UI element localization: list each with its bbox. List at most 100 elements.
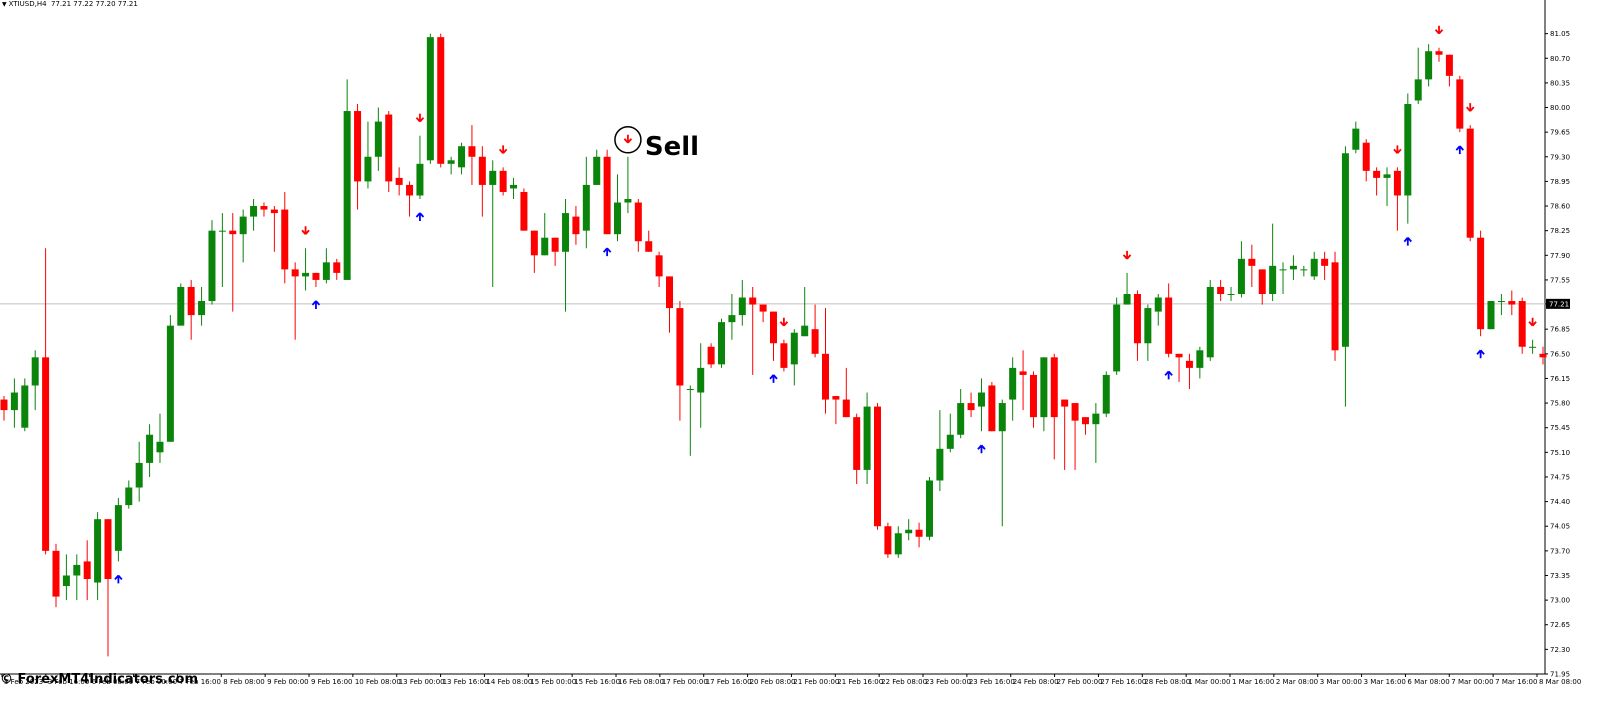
x-tick-label: 23 Feb 00:00 <box>925 678 971 686</box>
bear-candle <box>1019 371 1027 375</box>
bull-candle <box>863 406 871 470</box>
bear-candle <box>406 184 414 196</box>
x-tick-label: 20 Feb 08:00 <box>750 678 796 686</box>
sell-arrow-icon <box>415 113 425 123</box>
buy-arrow-icon <box>1455 145 1464 155</box>
bear-candle <box>884 526 892 555</box>
bull-candle <box>1341 153 1349 347</box>
bull-candle <box>1237 258 1245 294</box>
sell-arrow-icon <box>1393 145 1402 154</box>
bear-candle <box>1373 170 1381 178</box>
sell-arrow-icon <box>1434 25 1444 35</box>
x-tick-label: 13 Feb 16:00 <box>443 678 489 686</box>
bear-candle <box>666 276 674 309</box>
bull-candle <box>73 564 81 576</box>
bear-candle <box>478 156 486 185</box>
y-tick-label: 78.25 <box>1550 227 1570 235</box>
bear-candle <box>281 209 289 270</box>
bull-candle <box>1154 297 1162 312</box>
bull-candle <box>31 357 39 386</box>
bear-candle <box>770 311 777 344</box>
bull-candle <box>1383 174 1391 178</box>
sell-arrow-icon <box>779 317 789 327</box>
buy-arrow-icon <box>114 574 123 584</box>
bear-candle <box>1217 286 1225 294</box>
sell-arrow-icon <box>498 145 508 154</box>
y-tick-label: 80.35 <box>1550 79 1570 87</box>
y-tick-label: 77.90 <box>1550 252 1570 260</box>
bull-candle <box>801 325 809 337</box>
buy-arrow-icon <box>311 300 321 309</box>
x-tick-label: 22 Feb 08:00 <box>881 678 927 686</box>
bull-candle <box>1289 265 1297 270</box>
bear-candle <box>520 191 528 231</box>
bull-candle <box>1009 367 1017 400</box>
y-tick-label: 74.75 <box>1550 473 1570 481</box>
y-tick-label: 76.15 <box>1550 375 1570 383</box>
bear-candle <box>1061 399 1069 407</box>
bear-candle <box>42 357 50 551</box>
bear-candle <box>1435 51 1443 55</box>
bull-candle <box>1487 301 1495 330</box>
bull-candle <box>1300 269 1308 271</box>
x-tick-label: 27 Feb 16:00 <box>1100 678 1146 686</box>
y-tick-label: 73.70 <box>1550 547 1570 555</box>
bear-candle <box>468 146 476 157</box>
y-tick-label: 78.60 <box>1550 203 1570 211</box>
bull-candle <box>1404 104 1412 196</box>
bull-candle <box>728 315 736 323</box>
bull-candle <box>1227 294 1235 295</box>
bear-candle <box>312 272 320 280</box>
bear-candle <box>811 329 819 354</box>
buy-arrow-icon <box>1403 237 1412 246</box>
bear-candle <box>1539 353 1547 358</box>
y-tick-label: 80.70 <box>1550 55 1570 63</box>
bear-candle <box>333 262 341 273</box>
y-tick-label: 71.95 <box>1550 671 1570 679</box>
buy-arrow-icon <box>1164 370 1173 380</box>
watermark: © ForexMT4Indicators.com <box>0 672 199 687</box>
bull-candle <box>738 297 746 316</box>
bull-candle <box>1123 294 1131 305</box>
bull-candle <box>156 441 164 453</box>
bear-candle <box>967 403 975 411</box>
collapse-triangle-icon[interactable]: ▼ <box>2 1 7 8</box>
buy-arrow-icon <box>769 374 778 383</box>
bull-candle <box>166 325 174 442</box>
bear-candle <box>1362 142 1370 171</box>
bear-candle <box>1133 294 1141 344</box>
bull-candle <box>1279 269 1287 271</box>
bear-candle <box>1029 374 1037 418</box>
x-tick-label: 8 Feb 08:00 <box>223 678 264 686</box>
bull-candle <box>374 121 382 157</box>
bull-candle <box>697 367 705 393</box>
bear-candle <box>988 385 996 432</box>
x-tick-label: 28 Feb 08:00 <box>1144 678 1190 686</box>
y-tick-label: 75.80 <box>1550 400 1570 408</box>
x-tick-label: 23 Feb 16:00 <box>969 678 1015 686</box>
bull-candle <box>426 37 434 161</box>
y-tick-label: 74.40 <box>1550 498 1570 506</box>
bear-candle <box>229 230 237 235</box>
bull-candle <box>957 403 965 435</box>
x-tick-label: 8 Mar 08:00 <box>1539 678 1581 686</box>
x-tick-label: 24 Feb 08:00 <box>1013 678 1059 686</box>
bull-candle <box>114 505 122 551</box>
sell-signal-circle <box>614 126 642 154</box>
y-tick-label: 78.95 <box>1550 178 1570 186</box>
x-tick-label: 9 Feb 16:00 <box>311 678 352 686</box>
bear-candle <box>260 206 268 210</box>
buy-arrow-icon <box>602 247 612 257</box>
bull-candle <box>1092 413 1100 425</box>
buy-arrow-icon <box>415 212 425 221</box>
x-tick-label: 21 Feb 16:00 <box>837 678 883 686</box>
x-tick-label: 3 Feb 16:00 <box>48 678 89 686</box>
bear-candle <box>1508 301 1516 305</box>
bear-candle <box>1248 258 1256 266</box>
y-tick-label: 76.85 <box>1550 326 1570 334</box>
bull-candle <box>946 434 954 449</box>
sell-arrow-icon <box>1528 317 1537 327</box>
bull-candle <box>624 199 632 203</box>
